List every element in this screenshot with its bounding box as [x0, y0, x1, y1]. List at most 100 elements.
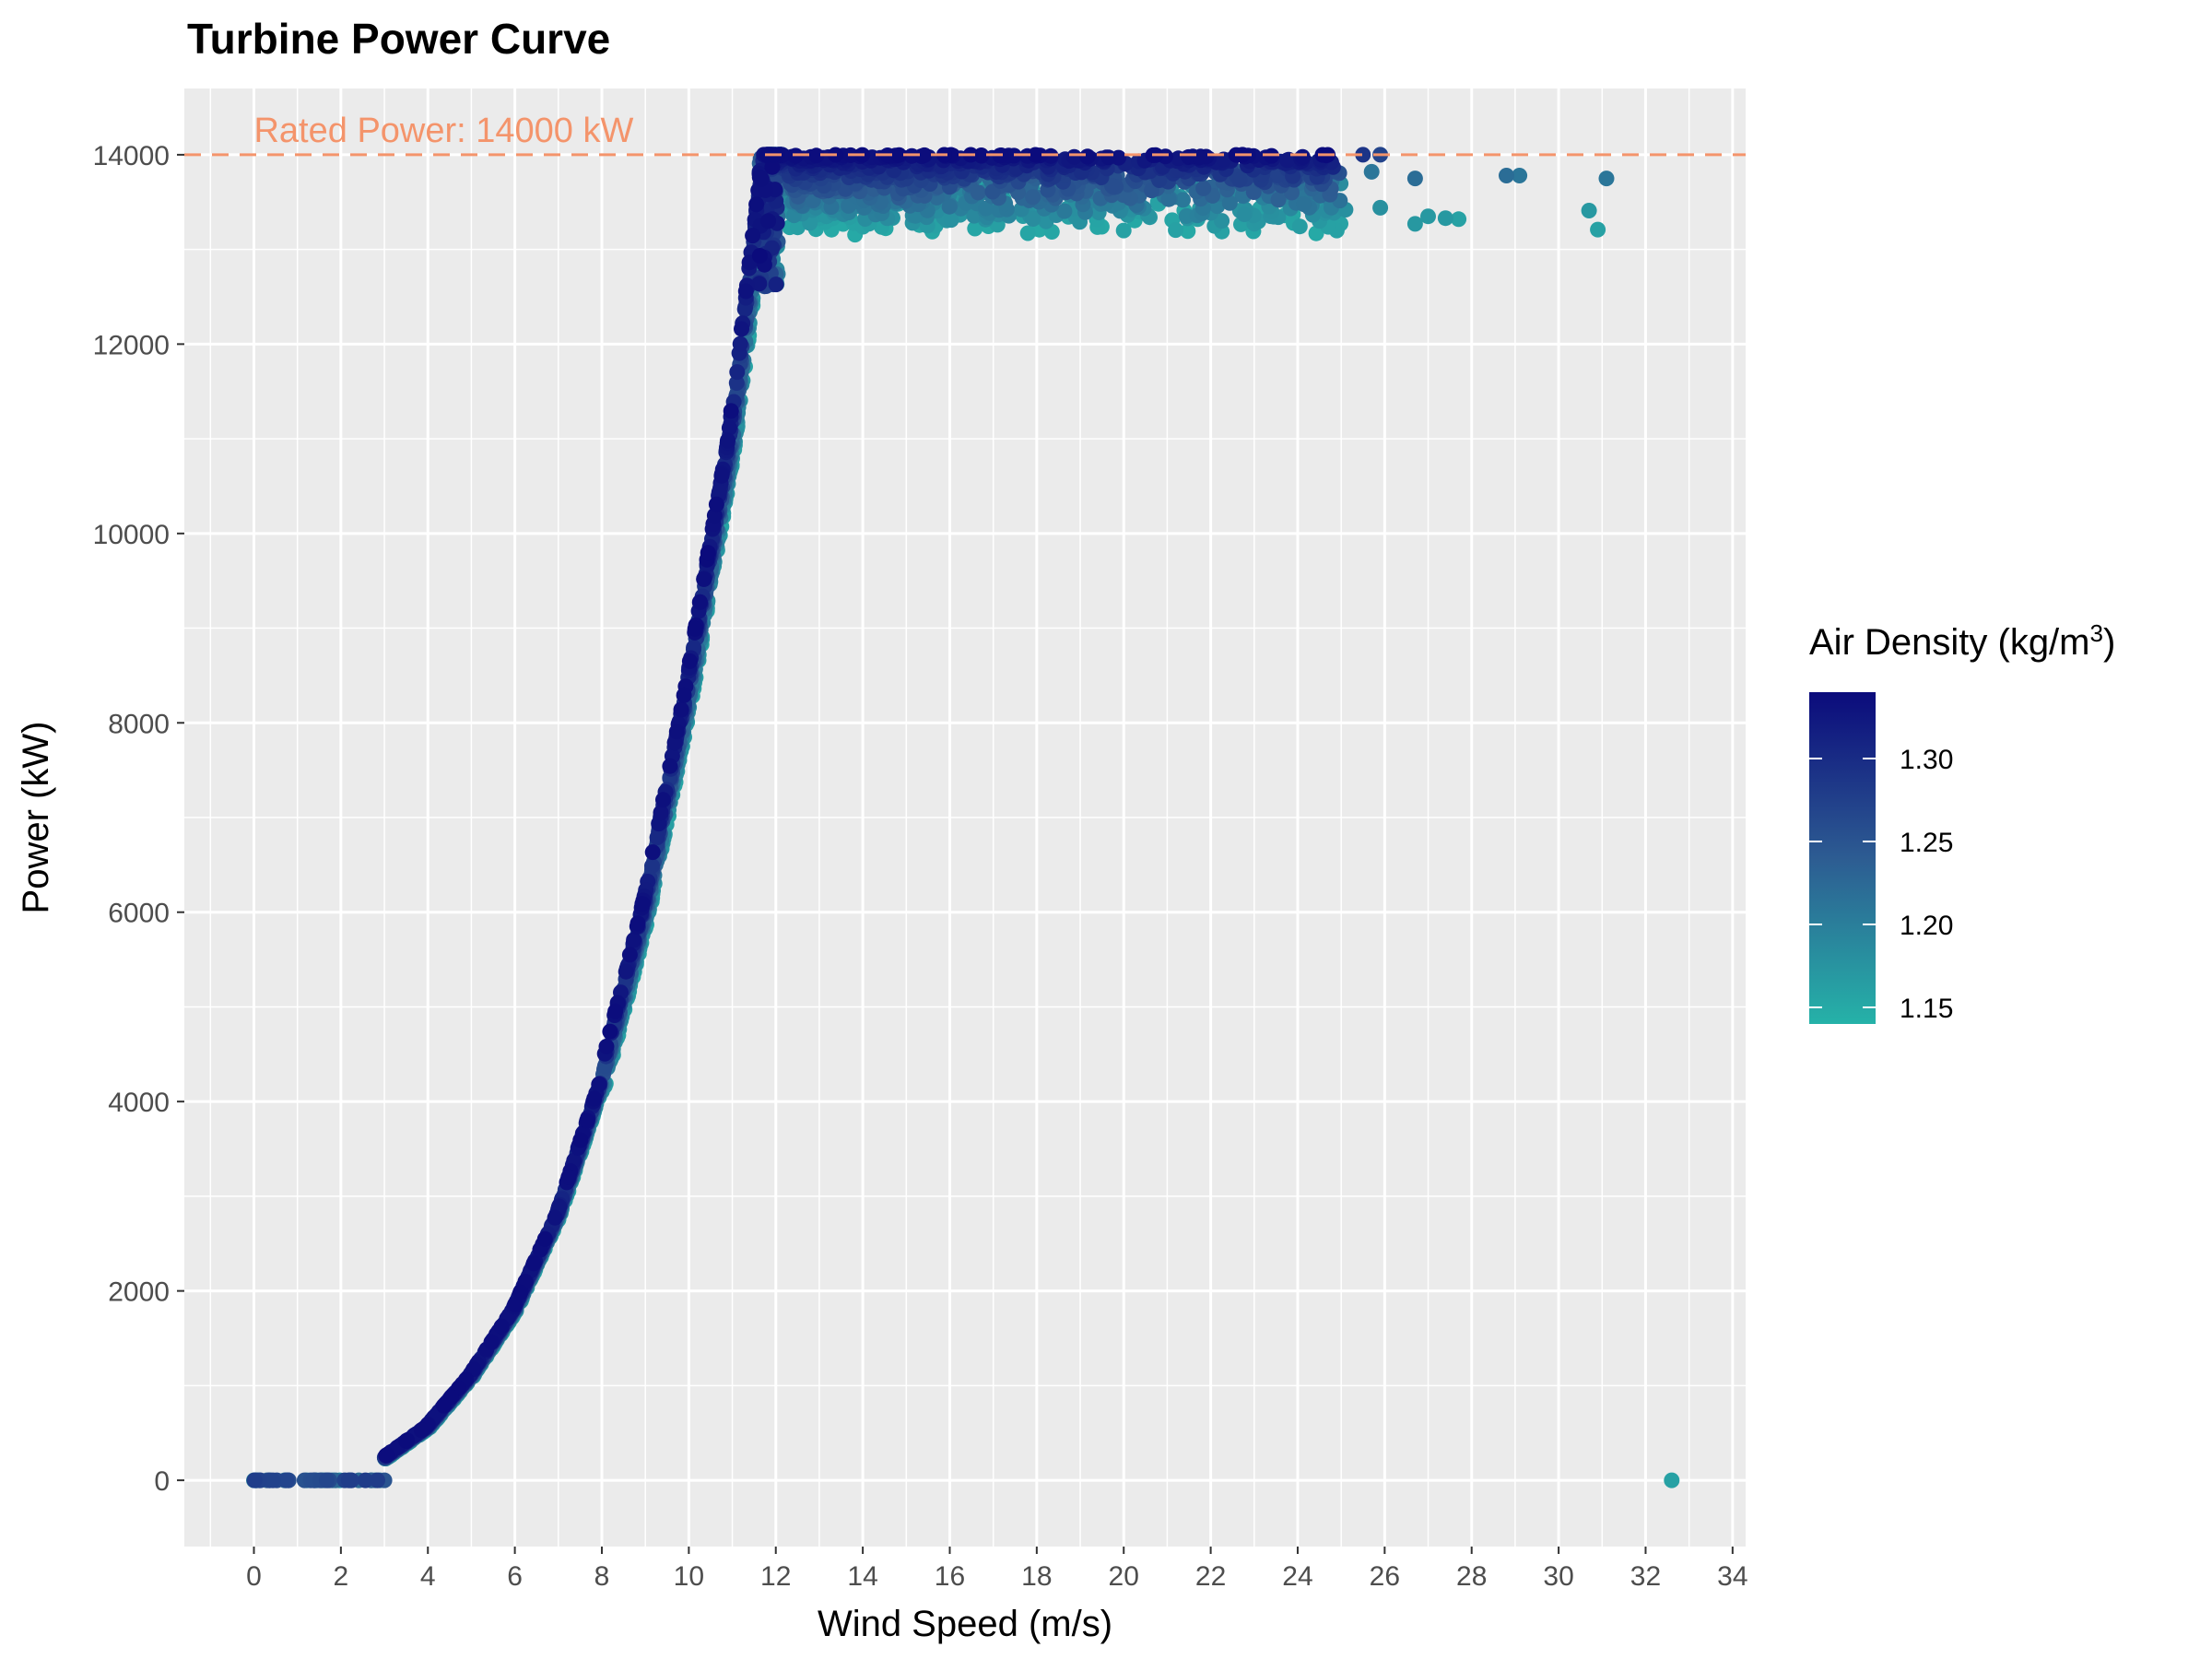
scatter-point [1079, 148, 1096, 165]
scatter-point [507, 1296, 524, 1312]
scatter-point [1598, 171, 1615, 187]
scatter-point [720, 432, 735, 449]
scatter-point [760, 213, 777, 229]
scatter-point [1308, 225, 1324, 241]
scatter-point [891, 147, 907, 163]
scatter-point [602, 1023, 618, 1040]
scatter-point [1221, 194, 1238, 211]
scatter-point [634, 896, 651, 912]
scatter-point [1236, 206, 1253, 222]
chart-title: Turbine Power Curve [187, 15, 610, 63]
y-tick-label: 8000 [108, 709, 170, 739]
scatter-point [483, 1334, 500, 1350]
scatter-point [586, 1090, 603, 1107]
y-tick-label: 10000 [93, 520, 170, 550]
x-tick-label: 6 [507, 1561, 523, 1592]
scatter-point [1355, 147, 1371, 163]
scatter-point [1025, 189, 1041, 206]
scatter-point [723, 403, 739, 419]
x-tick-label: 10 [674, 1561, 704, 1592]
y-tick-label: 6000 [108, 899, 170, 929]
scatter-point [358, 1472, 373, 1488]
scatter-point [607, 1003, 624, 1019]
scatter-point [1066, 148, 1082, 165]
scatter-point [560, 1169, 577, 1185]
scatter-point [512, 1284, 529, 1300]
y-axis-ticks: 0 2000 4000 6000 8000 10000 12000 14000 [93, 141, 184, 1497]
scatter-point [536, 1230, 553, 1247]
scatter-point [1168, 222, 1184, 239]
scatter-point [916, 147, 933, 163]
x-tick-label: 32 [1630, 1561, 1661, 1592]
data-points [246, 147, 1680, 1488]
scatter-point [1100, 149, 1117, 166]
scatter-point [1499, 168, 1514, 183]
scatter-point [598, 1039, 615, 1054]
scatter-point [525, 1255, 542, 1272]
x-tick-label: 0 [246, 1561, 262, 1592]
scatter-point [413, 1422, 429, 1439]
scatter-point [789, 219, 806, 236]
scatter-point [728, 375, 745, 391]
scatter-point [764, 159, 781, 175]
scatter-point [649, 830, 665, 846]
x-tick-label: 22 [1195, 1561, 1226, 1592]
scatter-point [737, 283, 754, 300]
x-tick-label: 16 [935, 1561, 965, 1592]
scatter-point [621, 947, 638, 963]
scatter-point [626, 932, 642, 948]
major-gridlines [184, 88, 1746, 1547]
scatter-point [547, 1209, 563, 1226]
scatter-point [734, 321, 749, 337]
scatter-point [1270, 192, 1287, 208]
scatter-point [729, 364, 746, 381]
scatter-point [379, 1447, 395, 1464]
scatter-point [591, 1077, 607, 1093]
scatter-point [732, 335, 748, 352]
x-tick-label: 24 [1282, 1561, 1312, 1592]
y-tick-label: 0 [154, 1466, 170, 1497]
scatter-point [572, 1132, 589, 1148]
scatter-point [1590, 221, 1606, 238]
y-tick-label: 4000 [108, 1088, 170, 1118]
x-tick-label: 30 [1543, 1561, 1573, 1592]
scatter-point [1437, 210, 1453, 227]
scatter-point [1512, 168, 1528, 183]
y-tick-label: 2000 [108, 1277, 170, 1308]
scatter-point [644, 858, 660, 874]
scatter-point [1115, 222, 1132, 239]
scatter-point [1406, 171, 1423, 187]
scatter-point [278, 1472, 295, 1488]
x-tick-label: 14 [847, 1561, 877, 1592]
scatter-point [1406, 216, 1423, 232]
scatter-point [1363, 163, 1380, 180]
x-tick-label: 8 [594, 1561, 610, 1592]
minor-gridlines [184, 88, 1746, 1547]
scatter-point [700, 545, 716, 561]
x-axis-title: Wind Speed (m/s) [818, 1604, 1112, 1644]
scatter-point [340, 1472, 357, 1488]
scatter-point [493, 1318, 510, 1335]
scatter-point [1291, 218, 1308, 235]
scatter-point [629, 915, 646, 932]
scatter-point [1056, 203, 1073, 219]
scatter-point [1451, 211, 1467, 228]
legend-tick-label: 1.20 [1900, 911, 1953, 941]
scatter-point [1664, 1472, 1680, 1488]
scatter-point [696, 571, 712, 587]
x-tick-label: 2 [334, 1561, 349, 1592]
scatter-point [1279, 152, 1296, 169]
scatter-point [751, 276, 768, 292]
scatter-point [618, 963, 634, 980]
y-tick-label: 12000 [93, 330, 170, 360]
scatter-point [1028, 147, 1043, 163]
scatter-point [1180, 223, 1196, 240]
scatter-point [318, 1472, 335, 1488]
scatter-point [941, 198, 958, 215]
x-tick-label: 20 [1109, 1561, 1139, 1592]
scatter-point [1296, 196, 1312, 213]
scatter-point [1195, 180, 1212, 196]
legend-tick-label: 1.15 [1900, 994, 1953, 1024]
scatter-point [662, 758, 678, 774]
